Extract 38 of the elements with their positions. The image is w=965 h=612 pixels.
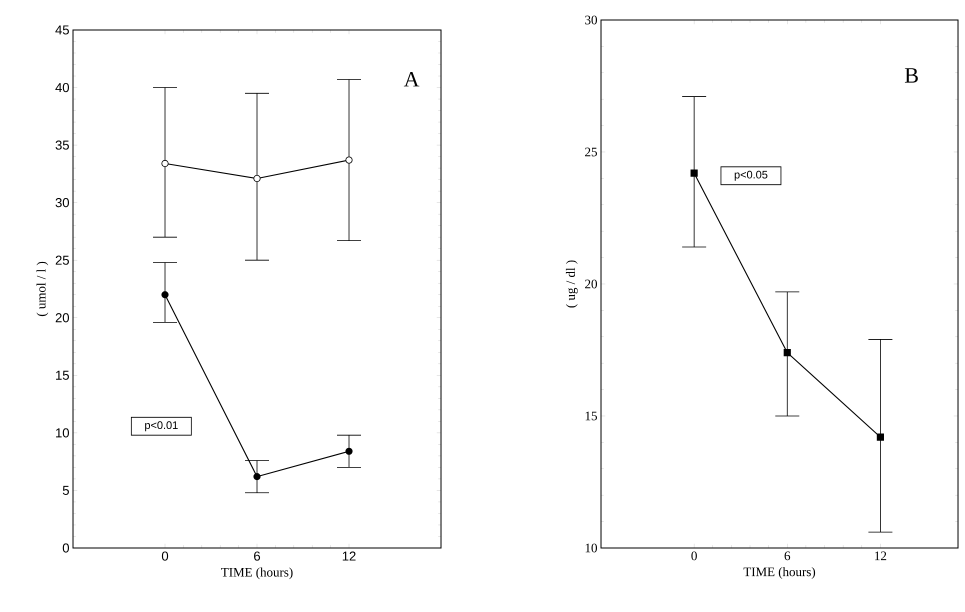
y-tick-label: 5 [62, 486, 69, 495]
x-tick-label: 0 [162, 552, 168, 561]
y-tick-label: 15 [586, 412, 597, 420]
y-tick-label: 45 [55, 25, 69, 34]
x-tick-label: 6 [254, 552, 260, 561]
y-tick-label: 30 [585, 16, 597, 24]
annotation: p<0.05 [734, 170, 768, 181]
x-axis-title: TIME (hours) [221, 568, 293, 580]
x-tick-label: 6 [784, 552, 790, 560]
point [690, 170, 698, 177]
y-tick-label: 40 [55, 82, 69, 92]
point [345, 448, 353, 455]
point [161, 160, 169, 168]
annotation: A [404, 72, 420, 86]
point [253, 174, 261, 182]
y-tick-label: 20 [585, 280, 597, 288]
point [784, 349, 791, 356]
point [345, 156, 353, 164]
point [161, 291, 169, 298]
x-tick-label: 12 [342, 552, 356, 561]
x-tick-label: 0 [691, 552, 697, 560]
y-axis-title: ( ug / dl ) [566, 260, 578, 308]
y-tick-label: 15 [56, 370, 69, 380]
annotation: B [904, 68, 918, 83]
y-tick-label: 0 [62, 543, 69, 553]
point [253, 473, 261, 480]
y-tick-label: 35 [56, 140, 69, 150]
point [876, 434, 884, 441]
y-tick-label: 10 [56, 428, 69, 438]
y-tick-label: 30 [56, 198, 69, 208]
y-tick-label: 25 [585, 148, 597, 156]
y-axis-title: ( umol / l ) [36, 262, 48, 316]
x-tick-label: 12 [875, 552, 886, 560]
y-tick-label: 10 [586, 544, 597, 552]
y-tick-label: 20 [56, 313, 69, 322]
annotation: p<0.01 [145, 421, 178, 432]
y-tick-label: 25 [56, 256, 69, 265]
x-axis-title: TIME (hours) [744, 567, 816, 579]
